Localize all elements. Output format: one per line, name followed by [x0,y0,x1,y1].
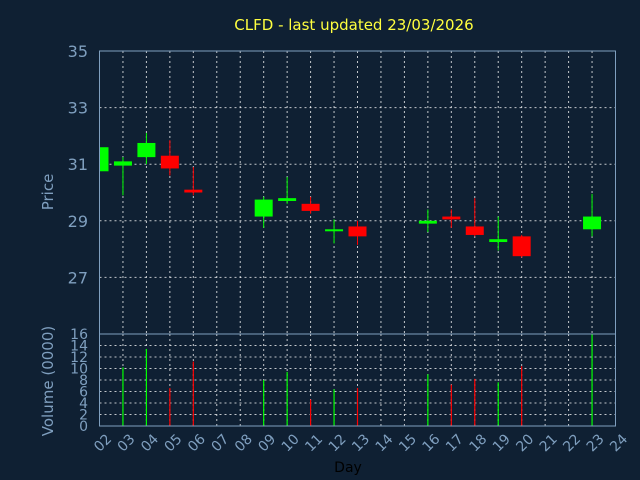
x-tick-label: 05 [162,431,186,455]
candle [348,220,367,245]
candle-body [325,229,344,232]
candle [301,196,320,214]
price-tick-labels: 27 29 31 33 35 [68,42,88,287]
x-tick-label: 22 [560,431,584,455]
volume-tick-label: 12 [70,350,88,366]
x-tick-label: 19 [490,431,514,455]
x-tick-label: 20 [513,431,537,455]
chart-title: CLFD - last updated 23/03/2026 [234,16,473,34]
candle-body [254,199,273,217]
volume-tick-label: 16 [70,327,88,343]
candle-body [99,147,109,172]
price-tick-label: 31 [68,155,88,174]
x-tick-label: 09 [255,431,279,455]
x-tick-label: 16 [420,431,444,455]
candle [442,209,461,228]
candle [160,140,179,176]
candle-body [278,198,297,201]
volume-axis-label: Volume (0000) [39,326,57,436]
candle-body [113,161,132,166]
candle [465,198,484,237]
x-tick-label: 04 [138,431,162,455]
price-tick-label: 29 [68,212,88,231]
x-tick-label: 02 [91,431,115,455]
x-tick-label: 03 [115,431,139,455]
candle [512,234,531,258]
candle-body [418,220,437,224]
x-tick-label: 11 [302,431,326,455]
volume-tick-label: 4 [79,396,88,412]
price-grid [99,50,616,334]
candle-body [512,236,531,257]
candle [99,145,109,172]
x-tick-labels: 02 03 04 05 06 07 08 09 10 11 12 13 14 15 16 17 18 19 20 21… [91,431,631,455]
volume-tick-label: 6 [79,385,88,401]
candle [278,176,297,204]
candle [113,157,132,196]
candle [325,219,344,244]
x-tick-label: 08 [232,431,256,455]
price-tick-label: 35 [68,42,88,61]
candle [254,196,273,228]
candle-body [442,216,461,220]
chart-frames [99,50,616,427]
volume-tick-label: 8 [79,373,88,389]
candle [583,193,602,237]
candle-body [301,203,320,211]
candle-body [465,226,484,235]
volume-tick-label: 2 [79,408,88,424]
x-tick-label: 24 [607,431,631,455]
x-tick-label: 07 [208,431,232,455]
x-axis-label: Day [334,460,362,476]
volume-tick-label: 10 [70,362,88,378]
candle-body [348,226,367,237]
candle [137,133,156,165]
candle [184,167,203,196]
x-tick-label: 21 [537,431,561,455]
x-tick-label: 17 [443,431,467,455]
x-tick-label: 12 [326,431,350,455]
x-tick-label: 06 [185,431,209,455]
price-tick-label: 33 [68,99,88,118]
volume-bars-layer [122,334,593,426]
candle [489,216,508,251]
volume-tick-label: 0 [79,419,88,435]
x-tick-label: 18 [466,431,490,455]
candle-body [489,239,508,243]
x-tick-label: 23 [584,431,608,455]
candle-body [160,155,179,169]
candle-body [137,142,156,158]
volume-panel-frame [99,333,616,427]
x-tick-label: 15 [396,431,420,455]
x-tick-label: 10 [279,431,303,455]
price-tick-label: 27 [68,268,88,287]
candles-layer [99,133,602,258]
candle [418,209,437,233]
x-tick-label: 13 [349,431,373,455]
price-axis-label: Price [39,174,57,211]
volume-tick-label: 14 [70,339,88,355]
x-tick-label: 14 [373,431,397,455]
candle-body [583,216,602,230]
candle-body [184,189,203,193]
